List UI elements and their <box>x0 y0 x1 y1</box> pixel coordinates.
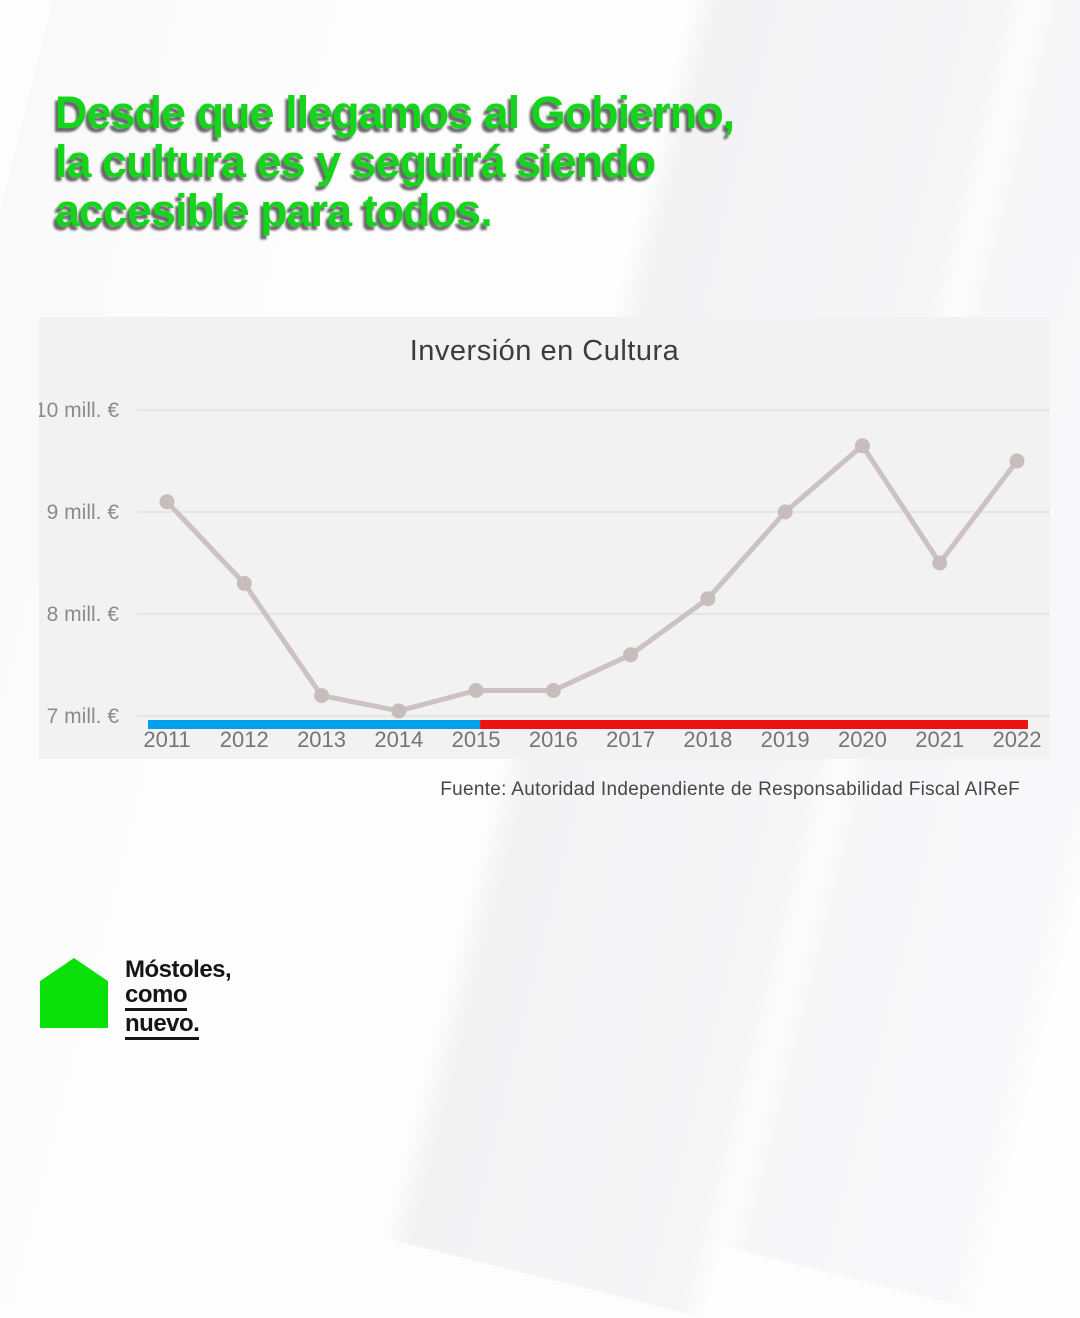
data-point <box>777 504 793 520</box>
y-tick-label: 8 mill. € <box>47 603 120 626</box>
x-tick-label: 2018 <box>683 727 732 752</box>
x-tick-label: 2021 <box>915 727 964 752</box>
x-tick-label: 2022 <box>992 727 1041 752</box>
data-point <box>159 494 175 510</box>
investment-line-chart: 7 mill. € 8 mill. € 9 mill. € 10 mill. € 201… <box>39 399 1050 752</box>
data-point <box>391 703 407 719</box>
x-tick-label: 2016 <box>529 727 578 752</box>
headline: Desde que llegamos al Gobierno, la cultu… <box>55 87 735 236</box>
y-tick-label: 9 mill. € <box>47 501 120 524</box>
logo-text-line: como <box>125 982 188 1011</box>
x-tick-label: 2015 <box>452 727 501 752</box>
x-tick-label: 2013 <box>297 727 346 752</box>
data-point <box>854 438 870 454</box>
x-tick-label: 2020 <box>838 727 887 752</box>
chart-panel: Inversión en Cultura 7 mill. € 8 mill. € 9… <box>39 317 1050 759</box>
data-line <box>164 443 1020 714</box>
data-point <box>700 591 716 607</box>
logo-text-line: Móstoles, <box>125 956 232 983</box>
headline-line: la cultura es y seguirá siendo <box>55 136 656 187</box>
x-tick-label: 2017 <box>606 727 655 752</box>
data-point <box>468 683 484 698</box>
data-point <box>314 688 330 704</box>
timeline-bar-segment <box>148 720 481 729</box>
logo-text: Móstoles, como nuevo. <box>125 957 325 1040</box>
x-tick-label: 2019 <box>761 727 810 752</box>
house-icon <box>40 958 108 1028</box>
y-tick-label: 10 mill. € <box>39 399 119 422</box>
data-point <box>1009 453 1025 469</box>
x-tick-label: 2014 <box>374 727 423 752</box>
headline-line: accesible para todos. <box>55 185 493 236</box>
logo-text-line: nuevo. <box>125 1011 200 1040</box>
y-tick-label: 7 mill. € <box>47 705 120 728</box>
timeline-bar-segment <box>480 720 1028 729</box>
x-tick-label: 2011 <box>143 727 190 752</box>
data-point <box>932 555 948 571</box>
x-tick-label: 2012 <box>220 727 269 752</box>
data-point <box>545 683 561 698</box>
chart-title: Inversión en Cultura <box>409 335 680 367</box>
data-point <box>236 575 252 591</box>
data-point <box>623 647 639 663</box>
headline-line: Desde que llegamos al Gobierno, <box>55 87 735 138</box>
source-attribution: Fuente: Autoridad Independiente de Respo… <box>440 779 1020 800</box>
